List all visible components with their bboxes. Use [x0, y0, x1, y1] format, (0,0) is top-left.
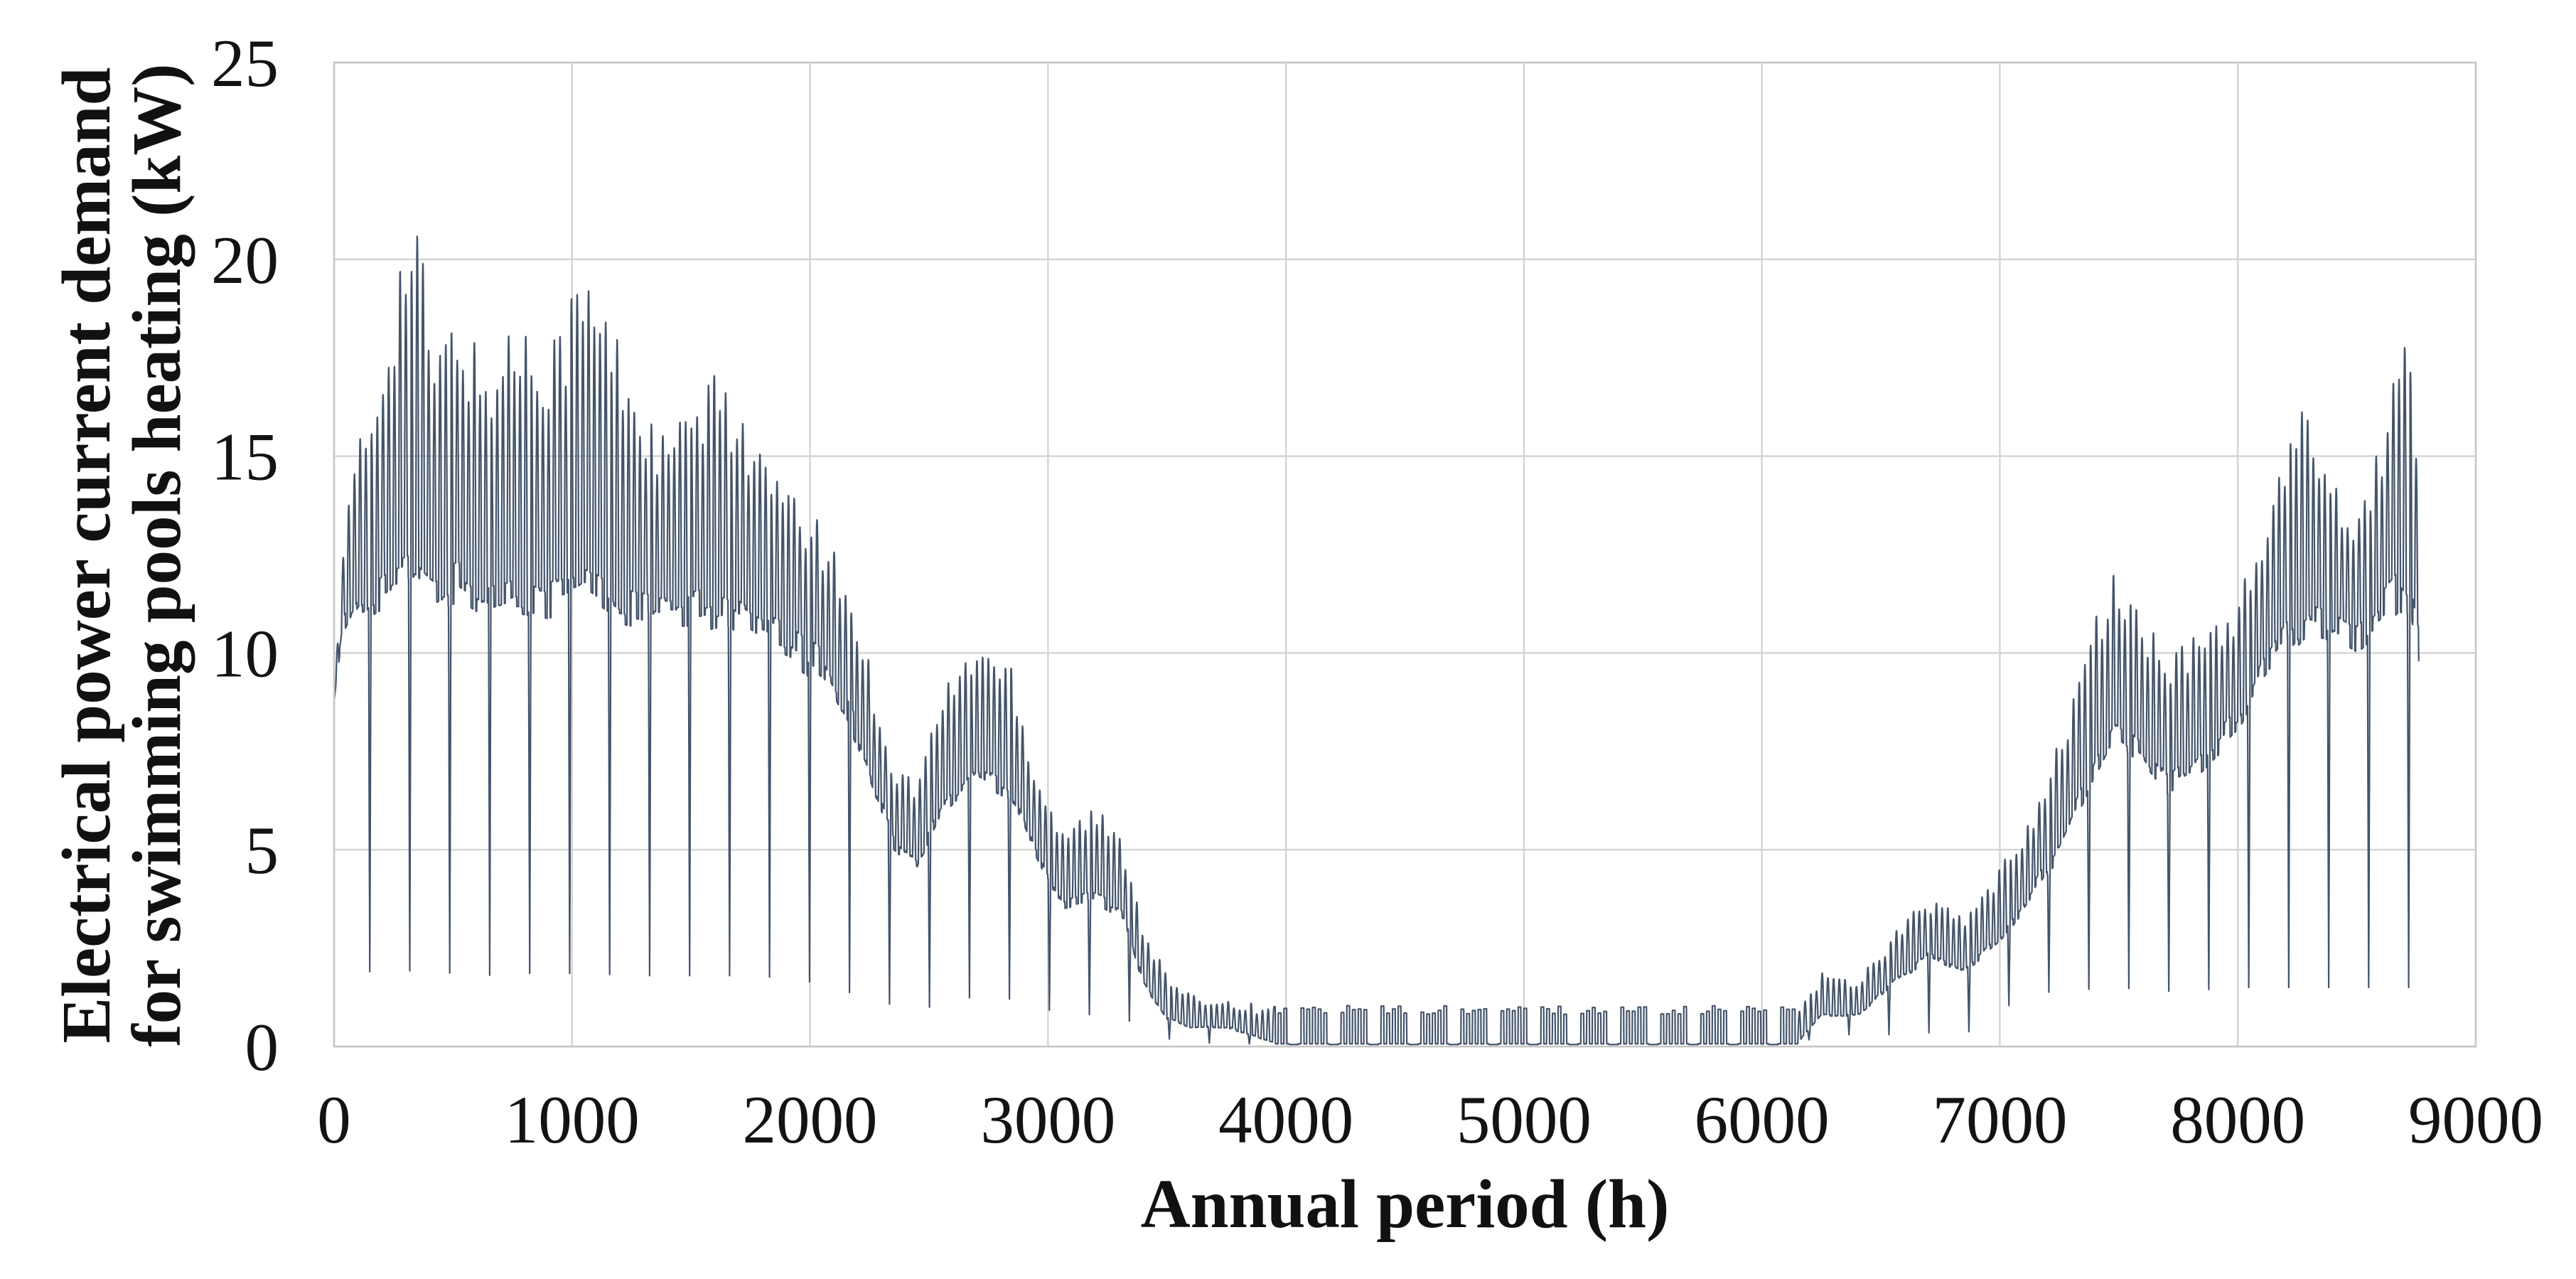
plot-border: [333, 61, 2477, 1048]
x-tick-label-7000: 7000: [1932, 1082, 2067, 1157]
x-tick-label-4000: 4000: [1218, 1082, 1353, 1157]
x-tick-label-2000: 2000: [743, 1082, 878, 1157]
y-tick-label-15: 15: [211, 419, 279, 495]
y-axis-title-line-2: for swimming pools heating (kW): [118, 63, 195, 1047]
y-tick-label-0: 0: [245, 1010, 279, 1085]
x-tick-label-3000: 3000: [980, 1082, 1115, 1157]
y-tick-label-25: 25: [211, 26, 279, 101]
y-tick-label-10: 10: [211, 616, 279, 691]
x-tick-label-5000: 5000: [1456, 1082, 1592, 1157]
x-axis-title: Annual period (h): [1140, 1166, 1670, 1242]
x-tick-label-0: 0: [317, 1082, 351, 1157]
y-axis-title-line-1: Electrical power current demand: [48, 67, 124, 1044]
y-tick-label-20: 20: [211, 223, 279, 298]
x-tick-label-8000: 8000: [2170, 1082, 2305, 1157]
demand-line-series: [333, 235, 2420, 1046]
x-tick-label-9000: 9000: [2408, 1082, 2543, 1157]
x-tick-label-6000: 6000: [1695, 1082, 1830, 1157]
y-tick-label-5: 5: [245, 813, 279, 888]
y-axis-title: Electrical power current demand for swim…: [48, 60, 195, 1050]
x-tick-label-1000: 1000: [505, 1082, 640, 1157]
